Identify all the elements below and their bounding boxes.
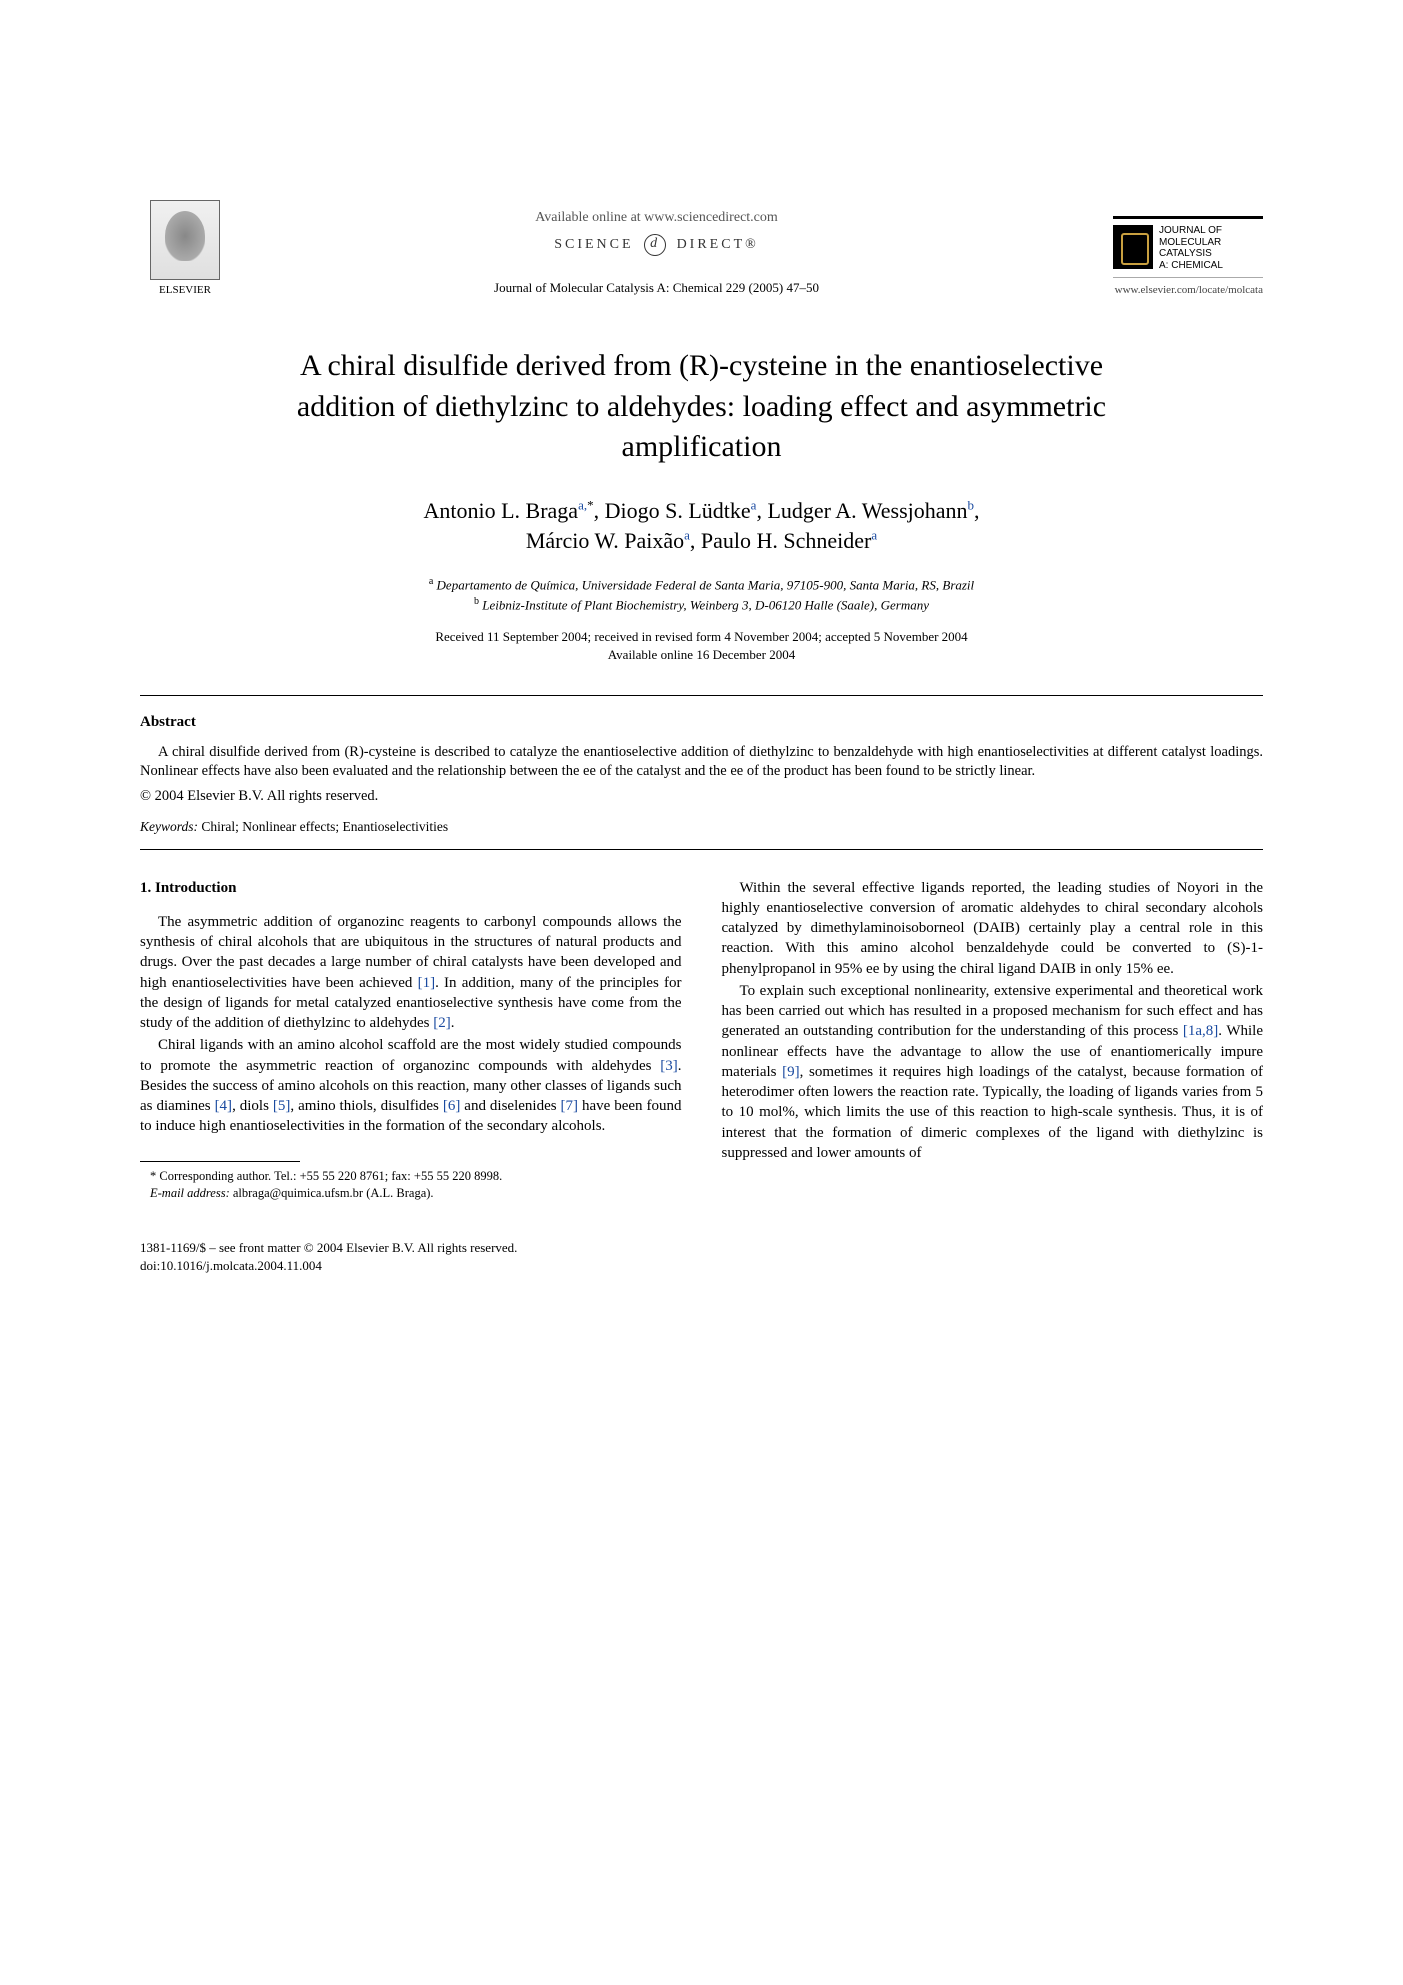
- author-1: Antonio L. Braga: [423, 498, 578, 523]
- sciencedirect-logo: SCIENCE DIRECT®: [250, 234, 1063, 256]
- abstract-copyright: © 2004 Elsevier B.V. All rights reserved…: [140, 788, 1263, 805]
- journal-url: www.elsevier.com/locate/molcata: [1083, 284, 1263, 296]
- p4c: , sometimes it requires high loadings of…: [722, 1064, 1264, 1161]
- aff-a-text: Departamento de Química, Universidade Fe…: [433, 577, 974, 592]
- rule-bottom: [140, 849, 1263, 850]
- cite-7[interactable]: [7]: [561, 1098, 579, 1114]
- affiliation-a: a Departamento de Química, Universidade …: [140, 575, 1263, 595]
- author-5-aff: a: [871, 528, 877, 543]
- authors-line-1: Antonio L. Bragaa,*, Diogo S. Lüdtkea, L…: [140, 496, 1263, 527]
- science-right: DIRECT®: [677, 237, 759, 252]
- aff-b-text: Leibniz-Institute of Plant Biochemistry,…: [479, 597, 929, 612]
- p1c: .: [451, 1015, 455, 1031]
- sep: ,: [594, 498, 605, 523]
- intro-para-1: The asymmetric addition of organozinc re…: [140, 912, 682, 1034]
- sep: ,: [690, 528, 701, 553]
- dates-line-1: Received 11 September 2004; received in …: [140, 628, 1263, 646]
- p2c: , diols: [232, 1098, 273, 1114]
- cite-2[interactable]: [2]: [433, 1015, 451, 1031]
- abstract-heading: Abstract: [140, 714, 1263, 731]
- email-value: albraga@quimica.ufsm.br (A.L. Braga).: [230, 1186, 434, 1200]
- cite-1[interactable]: [1]: [418, 975, 436, 991]
- elsevier-label: ELSEVIER: [140, 284, 230, 296]
- affiliation-b: b Leibniz-Institute of Plant Biochemistr…: [140, 595, 1263, 615]
- journal-cover-icon: [1113, 225, 1153, 269]
- author-2: Diogo S. Lüdtke: [605, 498, 751, 523]
- footnote-rule: [140, 1161, 300, 1162]
- elsevier-tree-icon: [150, 200, 220, 280]
- authors-block: Antonio L. Bragaa,*, Diogo S. Lüdtkea, L…: [140, 496, 1263, 558]
- p2d: , amino thiols, disulfides: [290, 1098, 442, 1114]
- corresponding-email: E-mail address: albraga@quimica.ufsm.br …: [140, 1185, 682, 1202]
- journal-cover: JOURNAL OF MOLECULAR CATALYSIS A: CHEMIC…: [1113, 216, 1263, 278]
- elsevier-logo: ELSEVIER: [140, 200, 230, 296]
- center-header: Available online at www.sciencedirect.co…: [230, 210, 1083, 296]
- front-matter-meta: 1381-1169/$ – see front matter © 2004 El…: [140, 1239, 1263, 1274]
- author-5: Paulo H. Schneider: [701, 528, 871, 553]
- cite-9[interactable]: [9]: [782, 1064, 800, 1080]
- abstract-body: A chiral disulfide derived from (R)-cyst…: [140, 743, 1263, 782]
- journal-cover-text: JOURNAL OF MOLECULAR CATALYSIS A: CHEMIC…: [1159, 225, 1223, 271]
- email-label: E-mail address:: [150, 1186, 230, 1200]
- corresponding-author: * Corresponding author. Tel.: +55 55 220…: [140, 1168, 682, 1185]
- journal-reference: Journal of Molecular Catalysis A: Chemic…: [250, 280, 1063, 296]
- keywords-line: Keywords: Chiral; Nonlinear effects; Ena…: [140, 819, 1263, 835]
- rule-top: [140, 695, 1263, 696]
- keywords-text: Chiral; Nonlinear effects; Enantioselect…: [198, 819, 448, 834]
- cite-6[interactable]: [6]: [443, 1098, 461, 1114]
- cite-5[interactable]: [5]: [273, 1098, 291, 1114]
- sep: ,: [756, 498, 767, 523]
- author-4: Márcio W. Paixão: [526, 528, 684, 553]
- journal-cover-box: JOURNAL OF MOLECULAR CATALYSIS A: CHEMIC…: [1083, 216, 1263, 296]
- intro-para-3: Within the several effective ligands rep…: [722, 878, 1264, 979]
- p2a: Chiral ligands with an amino alcohol sca…: [140, 1037, 682, 1073]
- intro-para-4: To explain such exceptional nonlinearity…: [722, 981, 1264, 1163]
- author-1-aff: a,: [578, 497, 587, 512]
- doi-line: doi:10.1016/j.molcata.2004.11.004: [140, 1257, 1263, 1275]
- article-dates: Received 11 September 2004; received in …: [140, 628, 1263, 664]
- section-1-heading: 1. Introduction: [140, 878, 682, 898]
- author-3: Ludger A. Wessjohann: [767, 498, 967, 523]
- abstract-text: A chiral disulfide derived from (R)-cyst…: [140, 743, 1263, 782]
- body-columns: 1. Introduction The asymmetric addition …: [140, 878, 1263, 1202]
- keywords-label: Keywords:: [140, 819, 198, 834]
- cite-4[interactable]: [4]: [215, 1098, 233, 1114]
- footnote-block: * Corresponding author. Tel.: +55 55 220…: [140, 1161, 682, 1202]
- cite-3[interactable]: [3]: [660, 1058, 678, 1074]
- journal-header: ELSEVIER Available online at www.science…: [140, 200, 1263, 296]
- cite-1a-8[interactable]: [1a,8]: [1183, 1023, 1218, 1039]
- journal-name-1: JOURNAL OF: [1159, 225, 1223, 237]
- p2e: and diselenides: [460, 1098, 560, 1114]
- sep: ,: [974, 498, 980, 523]
- authors-line-2: Márcio W. Paixãoa, Paulo H. Schneidera: [140, 526, 1263, 557]
- article-title: A chiral disulfide derived from (R)-cyst…: [252, 346, 1152, 468]
- available-online-text: Available online at www.sciencedirect.co…: [250, 210, 1063, 226]
- journal-name-2: MOLECULAR: [1159, 237, 1223, 249]
- affiliations: a Departamento de Química, Universidade …: [140, 575, 1263, 614]
- science-left: SCIENCE: [554, 237, 633, 252]
- sciencedirect-icon: [644, 234, 666, 256]
- journal-name-3: CATALYSIS: [1159, 248, 1223, 260]
- intro-para-2: Chiral ligands with an amino alcohol sca…: [140, 1035, 682, 1136]
- dates-line-2: Available online 16 December 2004: [140, 646, 1263, 664]
- p4a: To explain such exceptional nonlinearity…: [722, 983, 1264, 1040]
- issn-line: 1381-1169/$ – see front matter © 2004 El…: [140, 1239, 1263, 1257]
- journal-name-4: A: CHEMICAL: [1159, 260, 1223, 272]
